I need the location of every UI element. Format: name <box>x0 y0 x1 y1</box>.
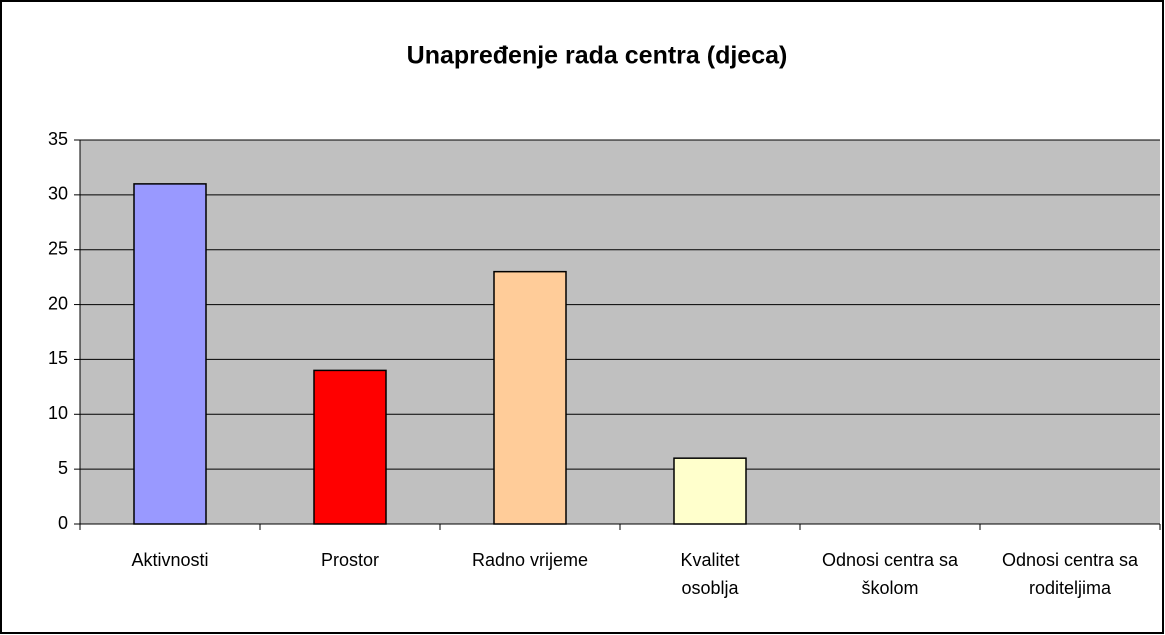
plot-area <box>80 140 1160 524</box>
y-tick-label: 25 <box>48 238 68 258</box>
x-tick-label: Odnosi centra sa školom <box>821 550 959 598</box>
y-tick-label: 5 <box>58 458 68 478</box>
y-tick-label: 10 <box>48 403 68 423</box>
y-tick-label: 30 <box>48 184 68 204</box>
bar <box>493 270 567 525</box>
bar <box>313 369 387 525</box>
bar <box>133 183 207 525</box>
x-tick-label: Kvalitet osoblja <box>680 550 740 598</box>
x-tick-label: Radno vrijeme <box>471 550 589 570</box>
y-tick-label: 0 <box>58 513 68 533</box>
chart-title: Unapređenje rada centra (djeca) <box>407 42 788 70</box>
bar <box>673 457 747 525</box>
y-tick-label: 15 <box>48 348 68 368</box>
y-tick-label: 20 <box>48 293 68 313</box>
y-tick-label: 35 <box>48 129 68 149</box>
x-tick-label: Prostor <box>320 550 380 570</box>
x-tick-label: Odnosi centra sa roditeljima <box>1001 550 1139 598</box>
x-tick-label: Aktivnosti <box>131 550 209 570</box>
